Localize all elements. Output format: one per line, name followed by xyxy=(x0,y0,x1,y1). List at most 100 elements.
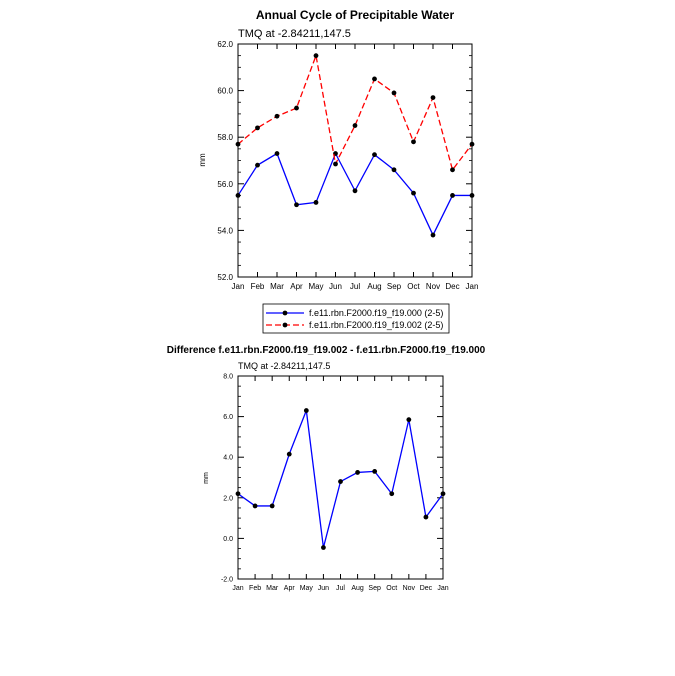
data-point xyxy=(372,469,378,474)
data-point xyxy=(274,113,280,119)
series-layer xyxy=(235,408,446,550)
data-point xyxy=(406,417,412,423)
data-point xyxy=(235,141,241,147)
data-point xyxy=(321,545,326,550)
x-tick-label: Jul xyxy=(350,282,360,291)
x-tick-label: Jun xyxy=(318,585,329,592)
data-point xyxy=(411,139,416,145)
y-tick-label: -2.0 xyxy=(221,577,233,584)
y-tick-label: 2.0 xyxy=(223,495,233,502)
data-point xyxy=(294,105,299,111)
legend-box xyxy=(262,303,450,334)
y-tick-label: 54.0 xyxy=(217,226,233,235)
x-tick-label: Mar xyxy=(270,282,284,291)
chart-title: Difference f.e11.rbn.F2000.f19_f19.002 -… xyxy=(167,345,486,356)
x-tick-label: Jan xyxy=(232,585,243,592)
legend-label-exp: f.e11.rbn.F2000.f19_f19.002 (2-5) xyxy=(309,320,443,330)
x-tick-label: Jan xyxy=(437,585,448,592)
x-tick-label: Feb xyxy=(249,585,261,592)
y-tick-label: 62.0 xyxy=(217,40,233,49)
data-point xyxy=(450,167,455,173)
data-point xyxy=(372,152,377,158)
data-point xyxy=(286,451,292,457)
series-line-0 xyxy=(237,151,472,237)
x-tick-label: Feb xyxy=(251,282,265,291)
legend-label-ctrl: f.e11.rbn.F2000.f19_f19.000 (2-5) xyxy=(309,308,443,318)
data-point xyxy=(333,161,338,167)
y-axis-label: mm xyxy=(198,153,207,167)
data-point xyxy=(274,151,280,156)
x-tick-label: Mar xyxy=(266,585,279,592)
data-point xyxy=(423,514,429,520)
y-tick-label: 52.0 xyxy=(217,273,233,282)
axes: Jan Feb Mar Apr May Jun Jul Aug Sep Oct Nov Dec Jan-… xyxy=(221,374,449,593)
y-tick-label: 4.0 xyxy=(223,455,233,462)
data-point xyxy=(391,90,397,96)
data-point xyxy=(235,193,241,198)
legend-marker-exp xyxy=(282,322,288,328)
x-tick-label: Nov xyxy=(403,585,416,592)
data-point xyxy=(255,125,260,131)
x-tick-label: Jun xyxy=(329,282,342,291)
data-point xyxy=(469,141,475,147)
x-tick-label: Oct xyxy=(407,282,420,291)
x-tick-label: Apr xyxy=(290,282,303,291)
x-tick-label: Jan xyxy=(232,282,245,291)
axes: Jan Feb Mar Apr May Jun Jul Aug Sep Oct Nov Dec Jan5… xyxy=(217,40,478,291)
y-tick-label: 56.0 xyxy=(217,180,233,189)
y-tick-label: 0.0 xyxy=(223,536,233,543)
chart-title: Annual Cycle of Precipitable Water xyxy=(256,8,455,22)
data-point xyxy=(303,408,309,413)
y-tick-label: 8.0 xyxy=(223,374,233,381)
x-tick-label: Sep xyxy=(368,585,381,592)
x-tick-label: Sep xyxy=(387,282,402,291)
y-tick-label: 6.0 xyxy=(223,414,233,421)
data-point xyxy=(235,491,241,497)
data-point xyxy=(294,202,299,208)
x-tick-label: Aug xyxy=(367,282,381,291)
y-axis-label: mm xyxy=(203,472,210,484)
series-line-0 xyxy=(237,410,444,548)
data-point xyxy=(352,188,358,194)
data-point xyxy=(372,76,377,82)
data-point xyxy=(450,193,455,198)
data-point xyxy=(252,503,258,509)
series-layer xyxy=(235,53,475,238)
plot-frame xyxy=(237,43,473,278)
data-point xyxy=(313,53,319,59)
data-point xyxy=(269,503,275,509)
legend-marker-ctrl xyxy=(282,310,288,316)
y-tick-label: 58.0 xyxy=(217,133,233,142)
x-tick-label: Apr xyxy=(284,585,296,592)
data-point xyxy=(430,95,436,100)
x-tick-label: Nov xyxy=(426,282,440,291)
panel-annual-cycle: Annual Cycle of Precipitable Water TMQ a… xyxy=(198,8,478,334)
data-point xyxy=(352,123,358,128)
data-point xyxy=(389,491,395,497)
data-point xyxy=(411,190,416,196)
data-point xyxy=(440,491,446,497)
data-point xyxy=(255,162,260,168)
x-tick-label: May xyxy=(300,585,314,592)
y-tick-label: 60.0 xyxy=(217,87,233,96)
plot-frame xyxy=(237,375,444,580)
x-tick-label: Dec xyxy=(420,585,433,592)
data-point xyxy=(430,232,436,238)
series-line-1 xyxy=(237,53,473,172)
data-point xyxy=(355,470,360,475)
x-tick-label: Jan xyxy=(466,282,479,291)
x-tick-label: Dec xyxy=(445,282,459,291)
x-tick-label: Aug xyxy=(351,585,364,592)
data-point xyxy=(469,193,475,198)
legend: f.e11.rbn.F2000.f19_f19.000 (2-5) f.e11.… xyxy=(262,303,450,334)
panel-difference: Difference f.e11.rbn.F2000.f19_f19.002 -… xyxy=(167,345,486,592)
x-tick-label: May xyxy=(308,282,323,291)
chart-subtitle: TMQ at -2.84211,147.5 xyxy=(238,361,330,371)
x-tick-label: Jul xyxy=(336,585,345,592)
data-point xyxy=(313,200,319,205)
data-point xyxy=(391,167,397,173)
chart-subtitle: TMQ at -2.84211,147.5 xyxy=(238,28,351,40)
x-tick-label: Oct xyxy=(386,585,397,592)
data-point xyxy=(338,479,343,484)
